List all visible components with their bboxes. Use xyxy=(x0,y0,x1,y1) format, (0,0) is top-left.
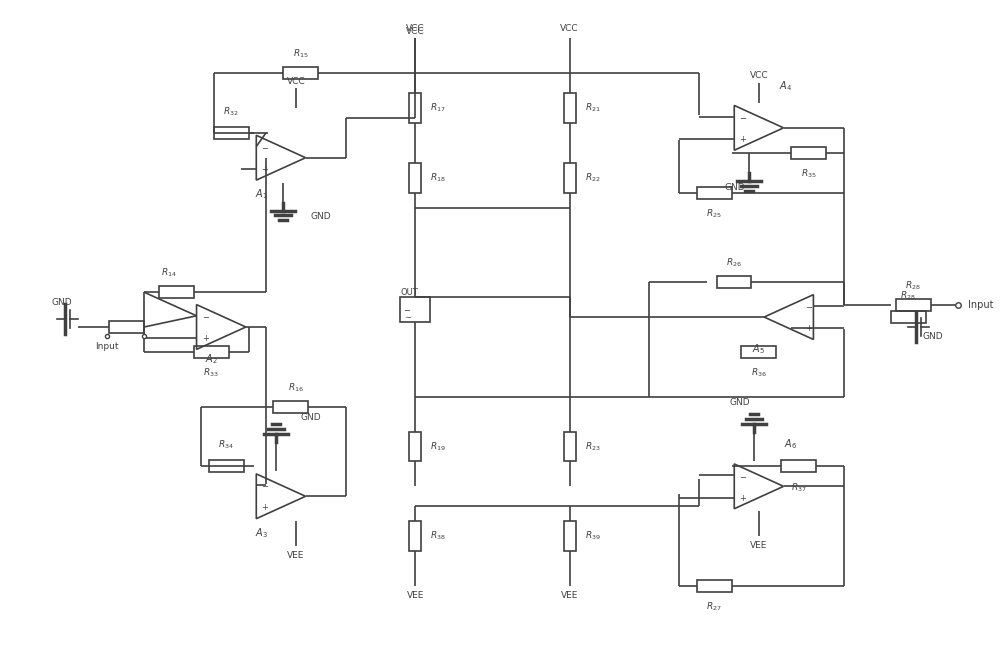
Text: $A_5$: $A_5$ xyxy=(752,342,765,355)
Bar xyxy=(209,461,244,472)
Text: GND: GND xyxy=(52,298,73,307)
Bar xyxy=(697,580,732,592)
Text: Input: Input xyxy=(968,300,994,309)
Text: $+$: $+$ xyxy=(261,503,269,512)
Bar xyxy=(409,432,421,461)
Text: VEE: VEE xyxy=(750,541,768,550)
Text: $-$: $-$ xyxy=(739,112,747,121)
Text: $-$: $-$ xyxy=(261,480,269,489)
Text: $+$: $+$ xyxy=(805,323,813,333)
Bar xyxy=(409,521,421,551)
Text: $+$: $+$ xyxy=(202,333,210,343)
Text: VEE: VEE xyxy=(561,591,578,600)
Text: GND: GND xyxy=(729,397,750,407)
Bar xyxy=(109,321,144,333)
Text: $R_{17}$: $R_{17}$ xyxy=(430,102,446,114)
Text: $R_{18}$: $R_{18}$ xyxy=(430,171,446,184)
Text: GND: GND xyxy=(923,332,943,341)
Text: $R_{39}$: $R_{39}$ xyxy=(585,530,601,543)
Bar xyxy=(214,127,249,139)
Text: GND: GND xyxy=(311,212,331,221)
Bar xyxy=(564,432,576,461)
Text: $R_{34}$: $R_{34}$ xyxy=(218,439,234,451)
Text: $+$: $+$ xyxy=(739,493,747,503)
Bar xyxy=(697,187,732,198)
Bar xyxy=(791,147,826,159)
Bar xyxy=(273,401,308,413)
Bar xyxy=(283,67,318,79)
Text: $R_{32}$: $R_{32}$ xyxy=(223,105,239,118)
Text: $R_{33}$: $R_{33}$ xyxy=(203,367,219,379)
Text: VCC: VCC xyxy=(406,27,425,36)
Bar xyxy=(409,93,421,123)
Text: $A_6$: $A_6$ xyxy=(784,438,797,451)
Text: $-$: $-$ xyxy=(805,302,814,310)
Text: VCC: VCC xyxy=(560,24,579,34)
Bar xyxy=(400,297,430,322)
Text: $A_1$: $A_1$ xyxy=(255,188,267,202)
Text: $R_{14}$: $R_{14}$ xyxy=(161,267,177,279)
Text: VEE: VEE xyxy=(287,551,305,560)
Text: OUT: OUT xyxy=(400,288,418,297)
Text: $R_{28}$: $R_{28}$ xyxy=(900,290,916,302)
Text: $A_3$: $A_3$ xyxy=(255,526,267,540)
Text: $-$: $-$ xyxy=(202,311,210,321)
Text: VCC: VCC xyxy=(287,77,305,86)
Bar xyxy=(717,276,751,288)
Text: VEE: VEE xyxy=(407,591,424,600)
Bar xyxy=(741,346,776,358)
Text: $A_4$: $A_4$ xyxy=(779,79,792,93)
Text: Input: Input xyxy=(95,342,118,351)
Text: $R_{35}$: $R_{35}$ xyxy=(801,168,817,180)
Text: $R_{19}$: $R_{19}$ xyxy=(430,440,446,453)
Bar xyxy=(564,521,576,551)
Text: $R_{22}$: $R_{22}$ xyxy=(585,171,600,184)
Bar xyxy=(159,286,194,298)
Text: $R_{21}$: $R_{21}$ xyxy=(585,102,600,114)
Text: GND: GND xyxy=(301,413,321,422)
Bar xyxy=(781,461,816,472)
Text: $+$: $+$ xyxy=(261,164,269,174)
Bar xyxy=(564,93,576,123)
Text: $R_{36}$: $R_{36}$ xyxy=(751,367,767,379)
Bar xyxy=(564,163,576,193)
Bar xyxy=(891,311,926,323)
Text: $R_{38}$: $R_{38}$ xyxy=(430,530,446,543)
Text: $R_{16}$: $R_{16}$ xyxy=(288,381,304,394)
Text: $R_{25}$: $R_{25}$ xyxy=(706,208,722,220)
Text: VCC: VCC xyxy=(750,71,768,80)
Text: $-$: $-$ xyxy=(739,470,747,480)
Bar xyxy=(409,163,421,193)
Text: $R_{28}$: $R_{28}$ xyxy=(905,280,921,292)
Text: $A_2$: $A_2$ xyxy=(205,352,218,366)
Text: $R_{15}$: $R_{15}$ xyxy=(293,48,309,60)
Text: $+$: $+$ xyxy=(739,134,747,144)
Text: GND: GND xyxy=(724,183,745,192)
Bar xyxy=(194,346,229,358)
Text: $R_{26}$: $R_{26}$ xyxy=(726,257,742,269)
Text: VCC: VCC xyxy=(406,24,425,34)
Text: $-$: $-$ xyxy=(403,305,411,313)
Bar xyxy=(896,299,931,311)
Text: $-$: $-$ xyxy=(261,142,269,151)
Text: $\sim$: $\sim$ xyxy=(403,311,412,321)
Text: $R_{37}$: $R_{37}$ xyxy=(791,482,807,494)
Text: $R_{27}$: $R_{27}$ xyxy=(706,601,722,614)
Text: $R_{23}$: $R_{23}$ xyxy=(585,440,600,453)
